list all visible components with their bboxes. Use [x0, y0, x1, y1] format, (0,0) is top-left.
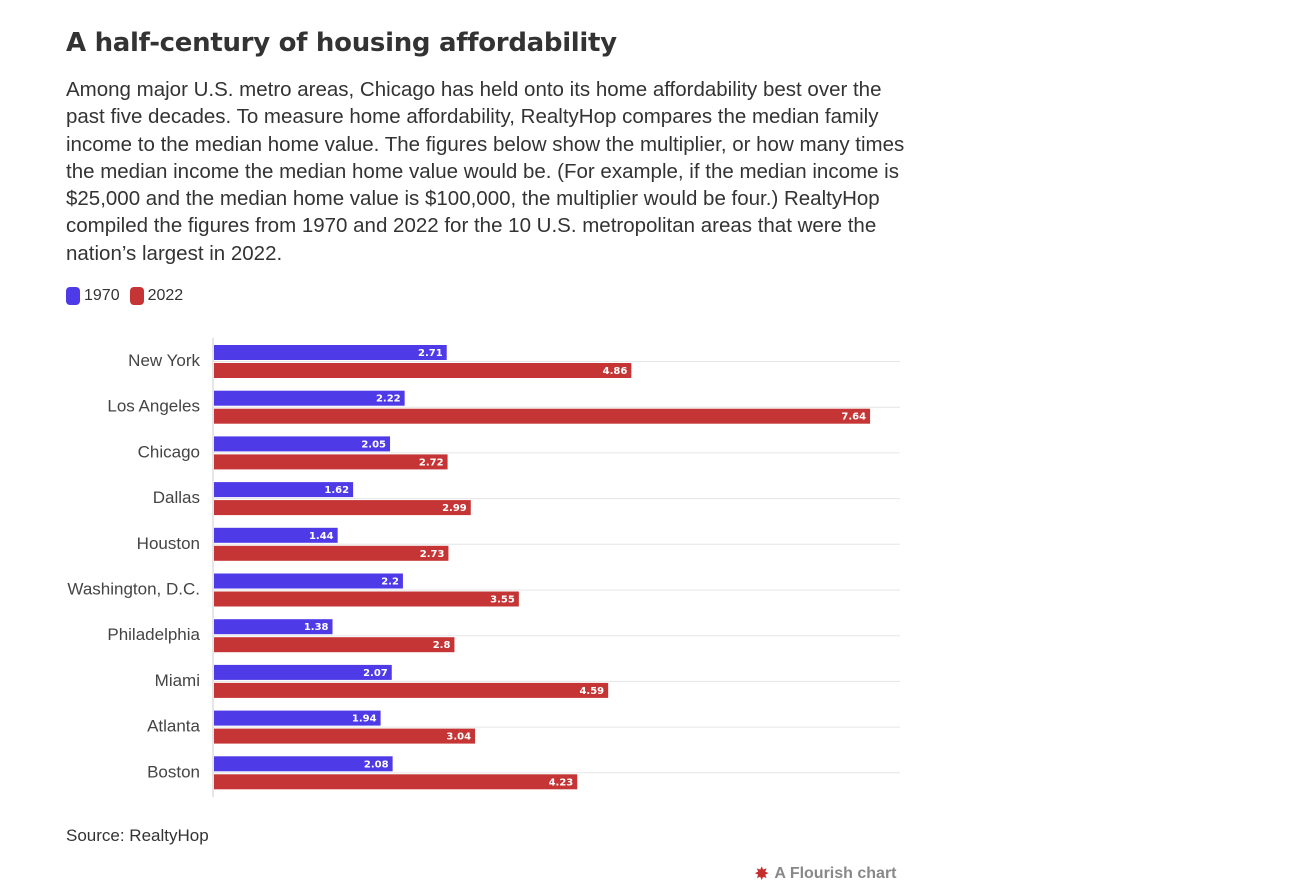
data-label-1970-chicago: 2.05 — [361, 439, 386, 450]
bar-2022-boston — [214, 774, 578, 790]
data-label-2022-houston: 2.73 — [420, 549, 445, 560]
legend-item-1970[interactable]: 1970 — [66, 287, 120, 305]
data-label-1970-washington-d-c: 2.2 — [381, 577, 399, 588]
category-label-dallas: Dallas — [153, 488, 200, 507]
data-label-1970-philadelphia: 1.38 — [304, 622, 329, 633]
bar-2022-atlanta — [214, 728, 476, 744]
legend: 1970 2022 — [66, 287, 193, 305]
flourish-credit[interactable]: ✸ A Flourish chart — [755, 864, 897, 884]
category-label-new-york: New York — [128, 351, 200, 370]
chart-title: A half-century of housing affordability — [66, 28, 617, 58]
bar-1970-boston — [214, 756, 393, 772]
data-label-2022-washington-d-c: 3.55 — [490, 595, 515, 606]
bar-2022-houston — [214, 545, 449, 561]
data-label-1970-miami: 2.07 — [363, 668, 388, 679]
data-label-1970-dallas: 1.62 — [324, 485, 349, 496]
data-label-2022-boston: 4.23 — [549, 777, 574, 788]
credit-label: A Flourish chart — [774, 865, 897, 882]
bar-2022-los-angeles — [214, 408, 871, 424]
category-label-los-angeles: Los Angeles — [107, 397, 200, 416]
data-label-1970-boston: 2.08 — [364, 759, 389, 770]
bar-2022-chicago — [214, 454, 448, 470]
data-label-2022-chicago: 2.72 — [419, 457, 444, 468]
category-label-chicago: Chicago — [138, 442, 200, 461]
bar-1970-philadelphia — [214, 619, 333, 635]
chart-description: Among major U.S. metro areas, Chicago ha… — [66, 78, 905, 265]
data-label-1970-los-angeles: 2.22 — [376, 394, 401, 405]
data-label-2022-dallas: 2.99 — [442, 503, 467, 514]
category-label-boston: Boston — [147, 762, 200, 781]
legend-swatch-1970 — [66, 287, 80, 305]
bar-1970-houston — [214, 527, 338, 543]
data-label-1970-new-york: 2.71 — [418, 348, 443, 359]
bar-1970-chicago — [214, 436, 391, 452]
category-label-philadelphia: Philadelphia — [107, 625, 200, 644]
source-note: Source: RealtyHop — [66, 826, 209, 845]
bar-1970-atlanta — [214, 710, 381, 726]
legend-item-2022[interactable]: 2022 — [129, 287, 184, 305]
category-label-houston: Houston — [137, 534, 200, 553]
data-label-2022-philadelphia: 2.8 — [433, 640, 451, 651]
category-label-washington-d-c: Washington, D.C. — [67, 580, 200, 599]
category-label-atlanta: Atlanta — [147, 717, 200, 736]
bar-2022-miami — [214, 682, 609, 698]
bar-1970-miami — [214, 664, 392, 680]
bar-1970-los-angeles — [214, 390, 405, 406]
data-label-2022-miami: 4.59 — [579, 686, 604, 697]
flourish-logo-icon: ✸ — [755, 866, 769, 883]
bar-1970-new-york — [214, 345, 447, 360]
data-label-2022-new-york: 4.86 — [603, 366, 628, 377]
bar-2022-new-york — [214, 363, 632, 378]
data-label-1970-atlanta: 1.94 — [352, 714, 377, 725]
legend-label-2022: 2022 — [147, 287, 184, 304]
bar-chart: New York 2.71 4.86 Los Angeles 2.22 7.64 Chica… — [67, 338, 900, 797]
bar-1970-dallas — [214, 482, 354, 498]
bar-2022-dallas — [214, 500, 471, 516]
data-label-1970-houston: 1.44 — [309, 531, 334, 542]
bar-1970-washington-d-c — [214, 573, 403, 589]
data-label-2022-atlanta: 3.04 — [446, 732, 471, 743]
legend-label-1970: 1970 — [84, 287, 120, 304]
bar-2022-washington-d-c — [214, 591, 519, 607]
data-label-2022-los-angeles: 7.64 — [841, 412, 866, 423]
bar-2022-philadelphia — [214, 637, 455, 653]
category-label-miami: Miami — [155, 671, 200, 690]
legend-swatch-2022 — [129, 287, 144, 305]
